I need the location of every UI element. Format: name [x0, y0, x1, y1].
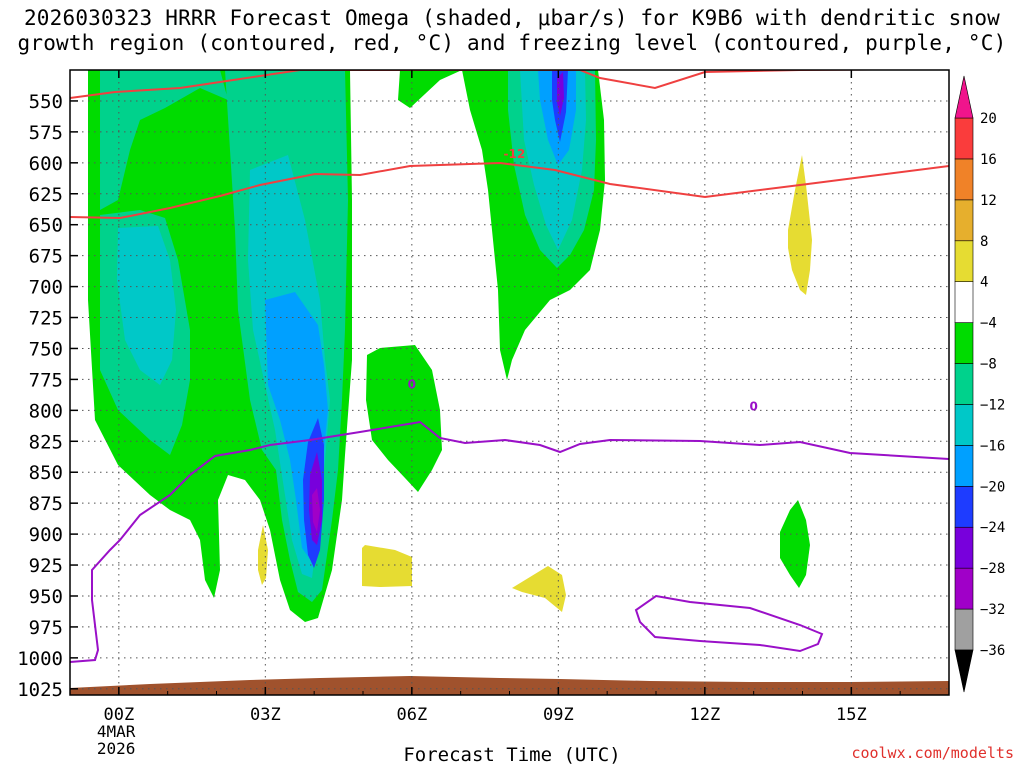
colorbar-label: −28 [980, 561, 1005, 577]
colorbar-label: −32 [980, 602, 1005, 618]
y-tick-label: 600 [29, 153, 63, 175]
x-tick-label: 15Z [836, 705, 867, 725]
plot-field [70, 70, 949, 695]
colorbar-bin [954, 240, 974, 282]
colorbar-bin [954, 199, 974, 242]
colorbar-label: −24 [980, 520, 1005, 536]
x-axis-title: Forecast Time (UTC) [403, 744, 621, 766]
freezing-level-contour [70, 420, 949, 663]
colorbar-bin [954, 281, 974, 323]
colorbar-bin [954, 158, 974, 201]
y-tick-label: 925 [29, 555, 63, 577]
colorbar-label: 8 [980, 234, 988, 250]
colorbar-label: 20 [980, 111, 997, 127]
y-tick-label: 775 [29, 369, 63, 391]
contour-label: -12 [504, 147, 526, 161]
contour-label: 0 [408, 377, 416, 391]
y-tick-label: 1025 [17, 679, 63, 701]
colorbar-bin [954, 363, 974, 405]
y-tick-label: 625 [29, 184, 63, 206]
colorbar-label: −8 [980, 357, 997, 373]
colorbar-bin [954, 445, 974, 487]
y-tick-label: 975 [29, 617, 63, 639]
y-tick-label: 950 [29, 586, 63, 608]
x-tick-label: 12Z [689, 705, 720, 725]
colorbar-label: 16 [980, 152, 997, 168]
colorbar-extend-low [954, 649, 974, 693]
colorbar-bin [954, 117, 974, 160]
y-tick-label: 850 [29, 462, 63, 484]
x-date-label: 2026 [97, 739, 136, 758]
y-tick-label: 900 [29, 524, 63, 546]
omega-shading [88, 70, 812, 622]
y-tick-label: 650 [29, 215, 63, 237]
y-tick-label: 700 [29, 277, 63, 299]
freezing-level-closed-contour [634, 594, 824, 653]
contour-labels: -12 0 0 [408, 147, 758, 414]
colorbar-label: −12 [980, 397, 1005, 413]
y-tick-label: 750 [29, 338, 63, 360]
x-date-label: 4MAR [97, 722, 136, 741]
colorbar-label: 12 [980, 193, 997, 209]
y-tick-label: 675 [29, 246, 63, 268]
colorbar-bin [954, 526, 974, 569]
colorbar-bin [954, 486, 974, 528]
source-credit: coolwx.com/modelts [851, 744, 1014, 762]
colorbar-label: −16 [980, 438, 1005, 454]
terrain-surface [70, 676, 949, 695]
colorbar-bin [954, 608, 974, 651]
chart-title-line1: 2026030323 HRRR Forecast Omega (shaded, … [23, 6, 1001, 30]
contour-label: 0 [749, 400, 757, 414]
dgz-contour-upper [70, 70, 949, 99]
x-tick-label: 09Z [543, 705, 574, 725]
x-tick-label: 00Z [103, 705, 134, 725]
y-tick-label: 800 [29, 400, 63, 422]
y-tick-label: 550 [29, 91, 63, 113]
y-tick-label: 725 [29, 308, 63, 330]
dgz-contour-lower [70, 161, 949, 220]
y-axis: 550 575 600 625 650 675 700 725 750 775 800 825 850 8… [17, 91, 78, 701]
colorbar-label: −4 [980, 316, 997, 332]
colorbar-bin [954, 322, 974, 364]
y-tick-label: 575 [29, 122, 63, 144]
colorbar: 20 16 12 8 4 −4 −8 −12 −16 −20 −24 −28 −32 −36 [954, 75, 1005, 693]
colorbar-bin [954, 567, 974, 610]
colorbar-label: −20 [980, 479, 1005, 495]
y-tick-label: 875 [29, 493, 63, 515]
colorbar-extend-high [954, 75, 974, 119]
colorbar-label: 4 [980, 275, 988, 291]
colorbar-label: −36 [980, 643, 1005, 659]
x-tick-label: 06Z [396, 705, 427, 725]
chart-title-line2: growth region (contoured, red, °C) and f… [17, 31, 1007, 55]
colorbar-bin [954, 404, 974, 446]
y-tick-label: 825 [29, 431, 63, 453]
y-tick-label: 1000 [17, 648, 63, 670]
x-tick-label: 03Z [250, 705, 281, 725]
